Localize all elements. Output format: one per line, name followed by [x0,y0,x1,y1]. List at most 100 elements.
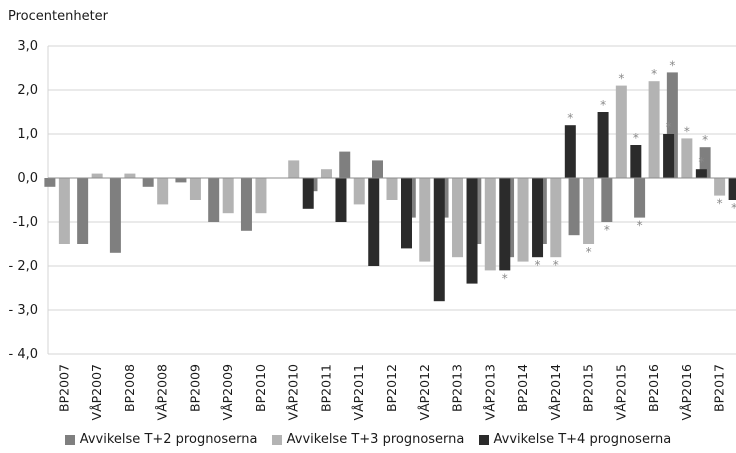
x-tick-label: BP2014 [515,364,530,412]
bar [648,81,660,178]
x-tick-label: BP2009 [187,364,202,412]
x-tick-label: BP2007 [56,364,71,412]
annotation-star: * [604,223,610,237]
bar [634,178,646,218]
bar [466,178,478,284]
bar [302,178,314,209]
bar [499,178,511,271]
bar [564,125,576,178]
annotation-star: * [502,271,508,285]
x-tick-label: BP2013 [450,364,465,412]
annotation-star: * [698,155,704,169]
annotation-star: * [600,98,606,112]
annotation-star: * [717,197,723,211]
x-tick-labels: BP2007 VÅP2007 BP2008 VÅP2008 BP2009 VÅP2009 B… [56,364,726,420]
legend-swatch-t3 [271,434,282,445]
x-tick-label: BP2008 [122,364,137,412]
bar [401,178,412,249]
bar [372,160,383,178]
bar [666,72,678,178]
bar [532,178,544,258]
bar [681,138,693,178]
bar [597,112,609,178]
bar [452,178,464,258]
annotation-star: * [567,111,573,125]
legend-label-t3: Avvikelse T+3 prognoserna [286,432,465,447]
bar [320,169,332,178]
annotation-star: * [666,120,672,134]
x-tick-label: VÅP2016 [679,364,694,420]
y-tick-label: - 4,0 [9,347,39,362]
bar-chart: Procentenheter * * * * * * * * * * * * * * * * * * 3,0 2,0… [8,9,736,420]
annotation-star: * [651,67,657,81]
annotation-star: * [618,72,624,86]
y-tick-label: 2,0 [17,83,38,98]
annotation-star: * [702,133,708,147]
x-tick-label: BP2016 [646,364,661,412]
legend-label-t2: Avvikelse T+2 prognoserna [79,432,258,447]
x-tick-label: BP2010 [253,364,268,412]
x-tick-label: VÅP2014 [548,364,563,420]
bar [208,178,220,222]
bar [484,178,496,271]
annotation-star: * [669,58,675,72]
annotation-star: * [637,219,643,233]
legend-swatch-t4 [478,434,489,445]
bar [714,178,726,196]
bar [568,178,580,236]
x-tick-label: BP2012 [384,364,399,412]
legend-item-t3: Avvikelse T+3 prognoserna [271,432,465,447]
bar [240,178,252,231]
bar [601,178,613,222]
bar [630,145,642,178]
bar [339,151,351,178]
annotation-star: * [731,201,736,215]
bar [58,178,70,244]
bar [222,178,234,214]
x-tick-label: VÅP2010 [286,364,301,420]
bar [255,178,267,214]
legend-item-t4: Avvikelse T+4 prognoserna [478,432,672,447]
bar [175,178,187,183]
bars [44,72,736,302]
bar [615,85,627,178]
y-tick-label: 1,0 [17,127,38,142]
x-tick-label: BP2015 [581,364,596,412]
bar [583,178,595,244]
x-tick-label: BP2011 [318,364,333,412]
annotation-stars: * * * * * * * * * * * * * * * * * * [502,58,736,285]
x-tick-label: VÅP2009 [220,364,235,420]
bar [91,173,103,178]
y-tick-label: -1,0 [13,215,38,230]
bar [433,178,445,302]
x-tick-label: VÅP2008 [155,364,170,420]
bar [699,147,711,178]
annotation-star: * [633,131,639,145]
bar [353,178,365,205]
bar [44,178,56,187]
legend-item-t2: Avvikelse T+2 prognoserna [64,432,258,447]
legend-swatch-t2 [64,434,75,445]
y-tick-labels: 3,0 2,0 1,0 0,0 -1,0 - 2,0 - 3,0 - 4,0 [9,39,39,362]
bar [142,178,154,187]
bar [368,178,380,266]
bar [288,160,300,178]
bar [517,178,529,262]
legend-label-t4: Avvikelse T+4 prognoserna [493,432,672,447]
legend: Avvikelse T+2 prognoserna Avvikelse T+3 … [0,432,736,449]
x-tick-label: VÅP2013 [482,364,497,420]
bar [109,178,121,253]
y-tick-label: - 2,0 [9,259,39,274]
bar [124,173,136,178]
annotation-star: * [684,124,690,138]
y-tick-label: 0,0 [17,171,38,186]
annotation-star: * [586,245,592,259]
bar [663,134,675,178]
bar [728,178,736,200]
x-tick-label: VÅP2012 [417,364,432,420]
bar [550,178,562,258]
x-tick-label: VÅP2011 [351,364,366,420]
bar [335,178,347,222]
annotation-star: * [535,258,541,272]
bar [695,169,707,178]
